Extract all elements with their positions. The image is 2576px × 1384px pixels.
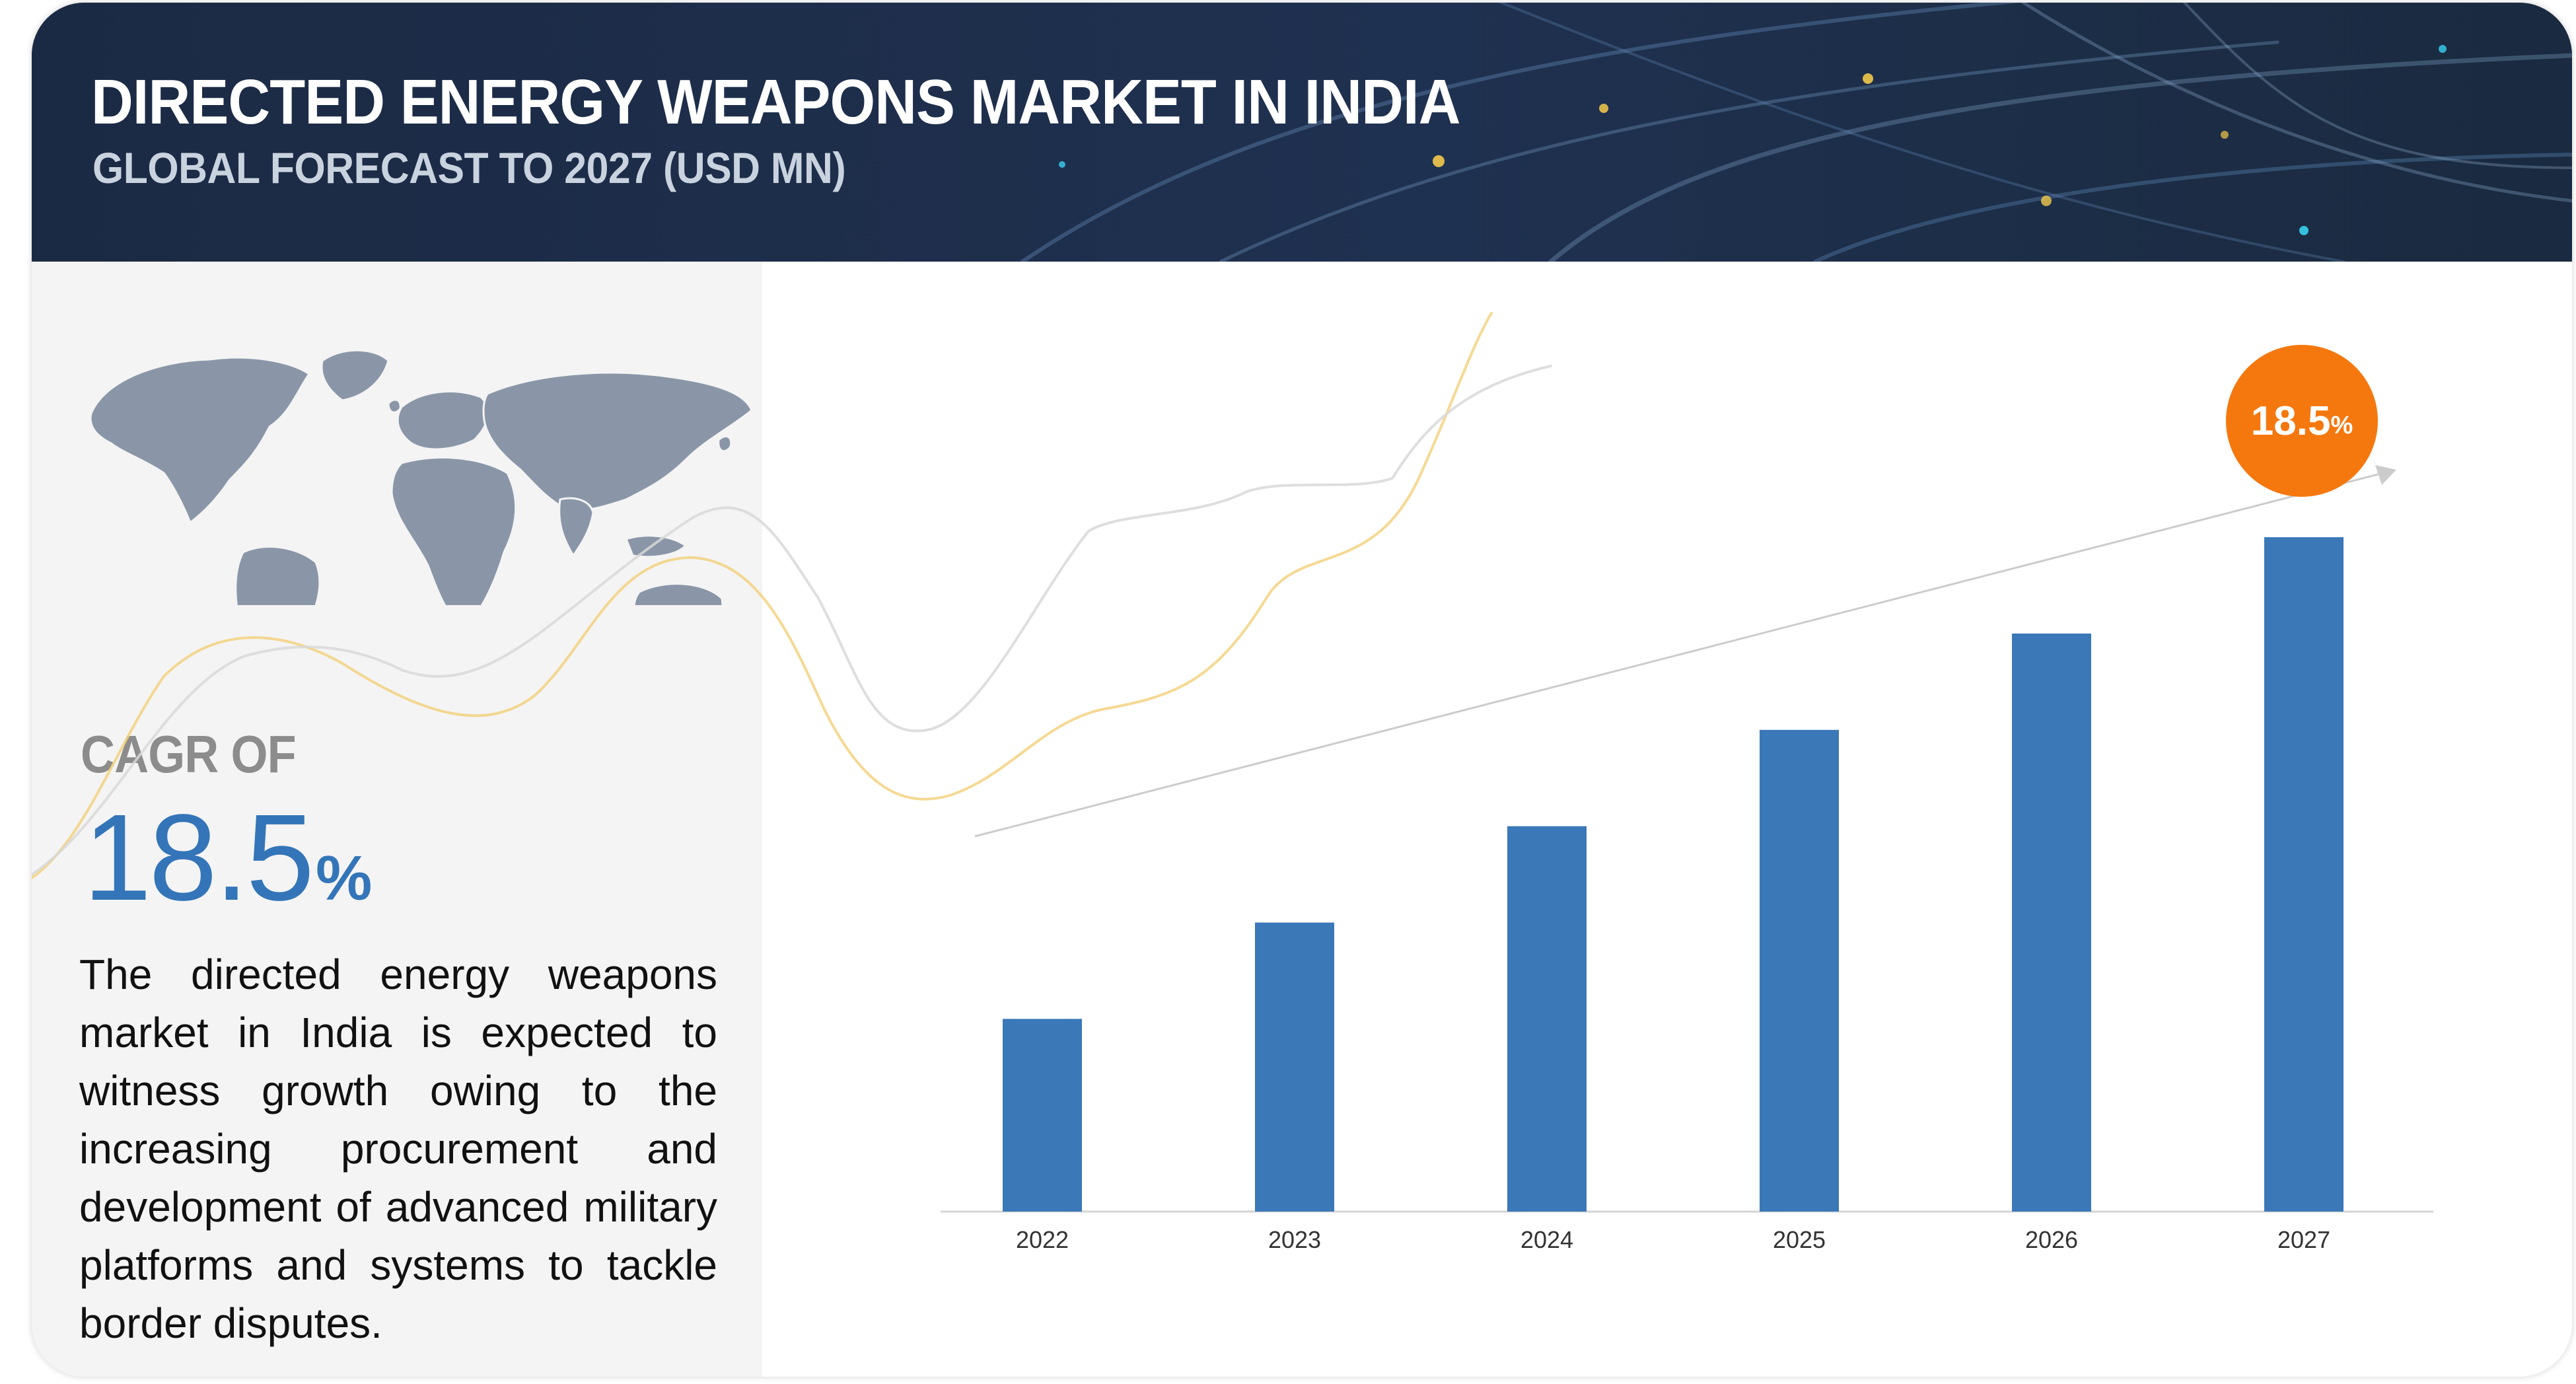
bar-2027 [2264,537,2343,1212]
page-title: DIRECTED ENERGY WEAPONS MARKET IN INDIA [91,67,1460,137]
badge-number: 18.5 [2250,398,2331,444]
market-bar-chart: 2022 2023 2024 2025 2026 2027 [32,312,2433,1253]
cagr-badge: 18.5% [2226,345,2378,497]
cagr-value: 18.5% [83,787,372,928]
decorative-waves [32,312,1552,879]
x-tick-2022: 2022 [1016,1226,1069,1253]
infographic-card: DIRECTED ENERGY WEAPONS MARKET IN INDIA … [32,3,2572,1377]
trend-arrow-icon [974,465,2396,838]
page-subtitle: GLOBAL FORECAST TO 2027 (USD MN) [92,143,846,192]
cagr-label: CAGR OF [81,725,297,783]
world-map-icon [89,349,753,605]
x-tick-labels: 2022 2023 2024 2025 2026 2027 [1016,1226,2330,1253]
left-panel: CAGR OF 18.5% The directed energy weapon… [32,262,762,1377]
x-tick-2027: 2027 [2277,1226,2330,1253]
x-tick-2024: 2024 [1521,1226,1573,1253]
bar-2025 [1760,729,1839,1212]
header-background-art [32,3,2572,262]
cagr-number: 18.5 [83,789,314,926]
market-description: The directed energy weapons market in In… [79,951,717,1347]
cagr-unit: % [316,843,373,914]
x-tick-2025: 2025 [1773,1226,1826,1253]
header-banner: DIRECTED ENERGY WEAPONS MARKET IN INDIA … [32,3,2572,262]
x-tick-2023: 2023 [1268,1226,1321,1253]
bar-2026 [2012,634,2091,1212]
x-tick-2026: 2026 [2025,1226,2078,1253]
bar-2022 [1003,1019,1082,1212]
bar-2024 [1507,826,1587,1212]
bar-2023 [1255,922,1334,1212]
badge-unit: % [2330,411,2353,439]
bar-group [1003,537,2343,1212]
